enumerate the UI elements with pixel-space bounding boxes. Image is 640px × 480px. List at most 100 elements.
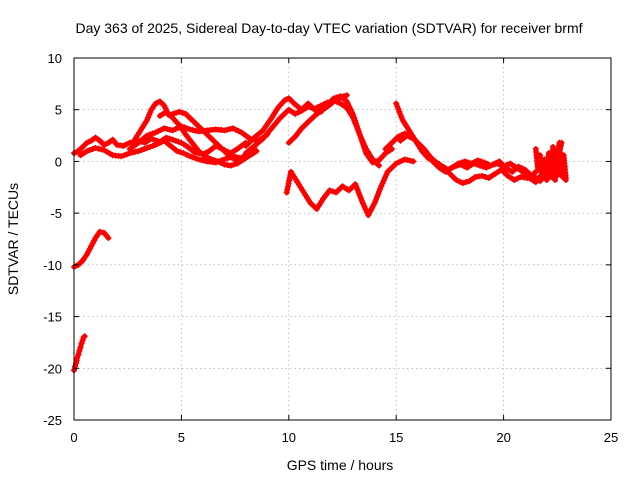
y-tick-label: -25 <box>43 413 62 428</box>
x-tick-label: 25 <box>604 430 618 445</box>
data-point <box>155 140 162 147</box>
data-point <box>295 109 302 116</box>
data-point <box>144 144 151 151</box>
data-point <box>343 92 350 99</box>
data-point <box>211 157 218 164</box>
data-point <box>141 146 148 153</box>
data-point <box>393 160 400 167</box>
data-point <box>74 354 81 361</box>
data-point <box>380 177 387 184</box>
data-point <box>343 98 350 105</box>
data-point <box>465 159 472 166</box>
data-point <box>151 136 158 143</box>
data-point <box>359 137 366 144</box>
data-point <box>95 145 102 152</box>
data-point <box>395 106 402 113</box>
x-tick-label: 5 <box>178 430 185 445</box>
data-point <box>357 194 364 201</box>
data-point <box>227 154 234 161</box>
series-arc-m <box>532 139 569 184</box>
data-point <box>149 130 156 137</box>
data-point <box>192 127 199 134</box>
data-point <box>361 203 368 210</box>
data-point <box>410 158 417 165</box>
data-series <box>71 92 569 374</box>
data-point <box>224 126 231 133</box>
data-point <box>283 189 290 196</box>
data-point <box>396 159 403 166</box>
data-point <box>374 191 381 198</box>
y-tick-label: -10 <box>43 258 62 273</box>
data-point <box>129 149 136 156</box>
data-point <box>396 108 403 115</box>
data-point <box>352 181 359 188</box>
data-point <box>378 183 385 190</box>
data-point <box>161 125 168 132</box>
y-axis-label: SDTVAR / TECUs <box>5 183 21 295</box>
data-point <box>123 141 130 148</box>
y-tick-label: 5 <box>55 103 62 118</box>
data-point <box>81 333 88 340</box>
data-point <box>144 132 151 139</box>
data-point <box>305 103 312 110</box>
data-point <box>221 127 228 134</box>
data-point <box>214 158 221 165</box>
data-point <box>179 109 186 116</box>
data-point <box>96 228 103 235</box>
data-point <box>453 177 460 184</box>
data-point <box>180 150 187 157</box>
series-trace <box>286 92 350 146</box>
data-point <box>227 126 234 133</box>
data-point <box>354 126 361 133</box>
data-point <box>155 128 162 135</box>
data-point <box>401 156 408 163</box>
data-point <box>284 183 291 190</box>
data-point <box>314 104 321 111</box>
data-point <box>177 149 184 156</box>
series-arc-i <box>283 156 417 219</box>
data-point <box>152 141 159 148</box>
data-point <box>456 178 463 185</box>
x-tick-label: 20 <box>496 430 510 445</box>
data-point <box>205 154 212 161</box>
data-point <box>231 161 238 168</box>
data-point <box>351 117 358 124</box>
data-point <box>372 197 379 204</box>
data-point <box>79 337 86 344</box>
data-point <box>403 132 410 139</box>
data-point <box>161 102 168 109</box>
series-arc-n <box>71 228 112 270</box>
data-point <box>192 155 199 162</box>
data-point <box>474 157 481 164</box>
y-tick-label: -20 <box>43 361 62 376</box>
data-point <box>189 154 196 161</box>
data-point <box>227 162 234 169</box>
plot-frame <box>73 57 612 421</box>
data-point <box>394 103 401 110</box>
data-point <box>284 186 291 193</box>
data-point <box>388 146 395 153</box>
data-point <box>174 148 181 155</box>
data-point <box>353 183 360 190</box>
data-point <box>404 157 411 164</box>
data-point <box>337 94 344 101</box>
x-axis-label: GPS time / hours <box>287 457 394 473</box>
data-point <box>308 104 315 111</box>
data-point <box>478 158 485 165</box>
data-point <box>86 147 93 154</box>
data-point <box>89 146 96 153</box>
data-point <box>490 161 497 168</box>
data-point <box>175 138 182 145</box>
data-point <box>373 194 380 201</box>
data-point <box>189 127 196 134</box>
data-point <box>458 159 465 166</box>
data-point <box>172 126 179 133</box>
data-point <box>362 206 369 213</box>
data-point <box>354 186 361 193</box>
y-tick-label: 10 <box>48 51 62 66</box>
data-point <box>169 127 176 134</box>
data-point <box>484 161 491 168</box>
data-point <box>514 175 521 182</box>
data-point <box>126 139 133 146</box>
y-tick-label: 0 <box>55 154 62 169</box>
